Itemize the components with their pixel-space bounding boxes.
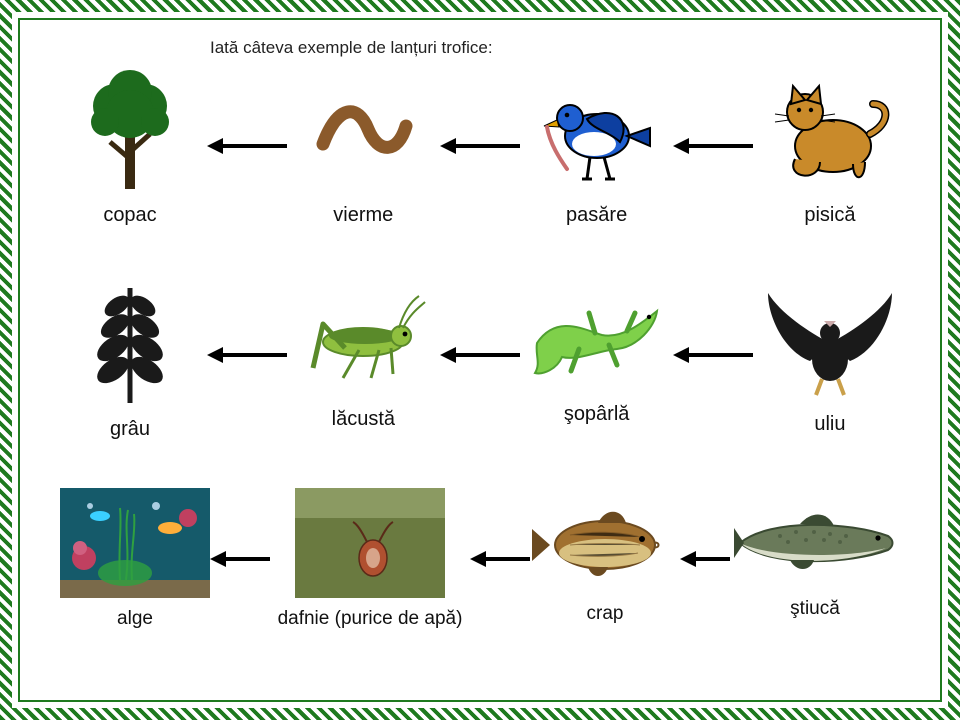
bird-icon: [532, 64, 662, 194]
chain3-item-stiuca: ştiucă: [730, 498, 900, 620]
arrow-icon: [470, 547, 530, 571]
label: ştiucă: [790, 598, 840, 620]
grasshopper-icon: [293, 278, 433, 398]
label: pisică: [804, 204, 855, 227]
food-chain-row-2: grâu: [60, 268, 900, 441]
label: grâu: [110, 418, 150, 441]
arrow-icon: [207, 343, 287, 367]
chain1-item-vierme: vierme: [293, 64, 433, 227]
worm-icon: [298, 64, 428, 194]
arrow-icon: [440, 343, 520, 367]
label: crap: [587, 603, 624, 625]
label: alge: [117, 608, 153, 630]
chain2-item-lacusta: lăcustă: [293, 278, 433, 431]
chain3-item-alge: alge: [60, 488, 210, 630]
label: vierme: [333, 204, 393, 227]
cat-icon: [765, 64, 895, 194]
tree-icon: [65, 64, 195, 194]
chain3-item-dafnie: dafnie (purice de apă): [270, 488, 470, 630]
label: copac: [103, 204, 156, 227]
label: pasăre: [566, 204, 627, 227]
decorative-border: Iată câteva exemple de lanțuri trofice:: [0, 0, 960, 720]
arrow-icon: [673, 134, 753, 158]
page-title: Iată câteva exemple de lanțuri trofice:: [210, 38, 493, 58]
chain1-item-pasare: pasăre: [527, 64, 667, 227]
food-chain-row-3: alge dafnie (purice de apă): [60, 488, 900, 630]
chain2-item-uliu: uliu: [760, 273, 900, 436]
chain1-item-pisica: pisică: [760, 64, 900, 227]
arrow-icon: [207, 134, 287, 158]
chain2-item-grau: grâu: [60, 268, 200, 441]
pike-icon: [730, 498, 900, 588]
carp-icon: [530, 493, 680, 593]
lizard-icon: [527, 283, 667, 393]
wheat-icon: [65, 268, 195, 408]
eagle-icon: [760, 273, 900, 403]
arrow-icon: [680, 547, 730, 571]
daphnia-icon: [295, 488, 445, 598]
arrow-icon: [440, 134, 520, 158]
chain1-item-copac: copac: [60, 64, 200, 227]
algae-icon: [60, 488, 210, 598]
label: dafnie (purice de apă): [278, 608, 463, 630]
page-canvas: Iată câteva exemple de lanțuri trofice:: [18, 18, 942, 702]
arrow-icon: [673, 343, 753, 367]
label: şopârlă: [564, 403, 630, 426]
label: uliu: [814, 413, 845, 436]
arrow-icon: [210, 547, 270, 571]
chain2-item-soparla: şopârlă: [527, 283, 667, 426]
food-chain-row-1: copac vierme: [60, 64, 900, 227]
chain3-item-crap: crap: [530, 493, 680, 625]
label: lăcustă: [332, 408, 395, 431]
